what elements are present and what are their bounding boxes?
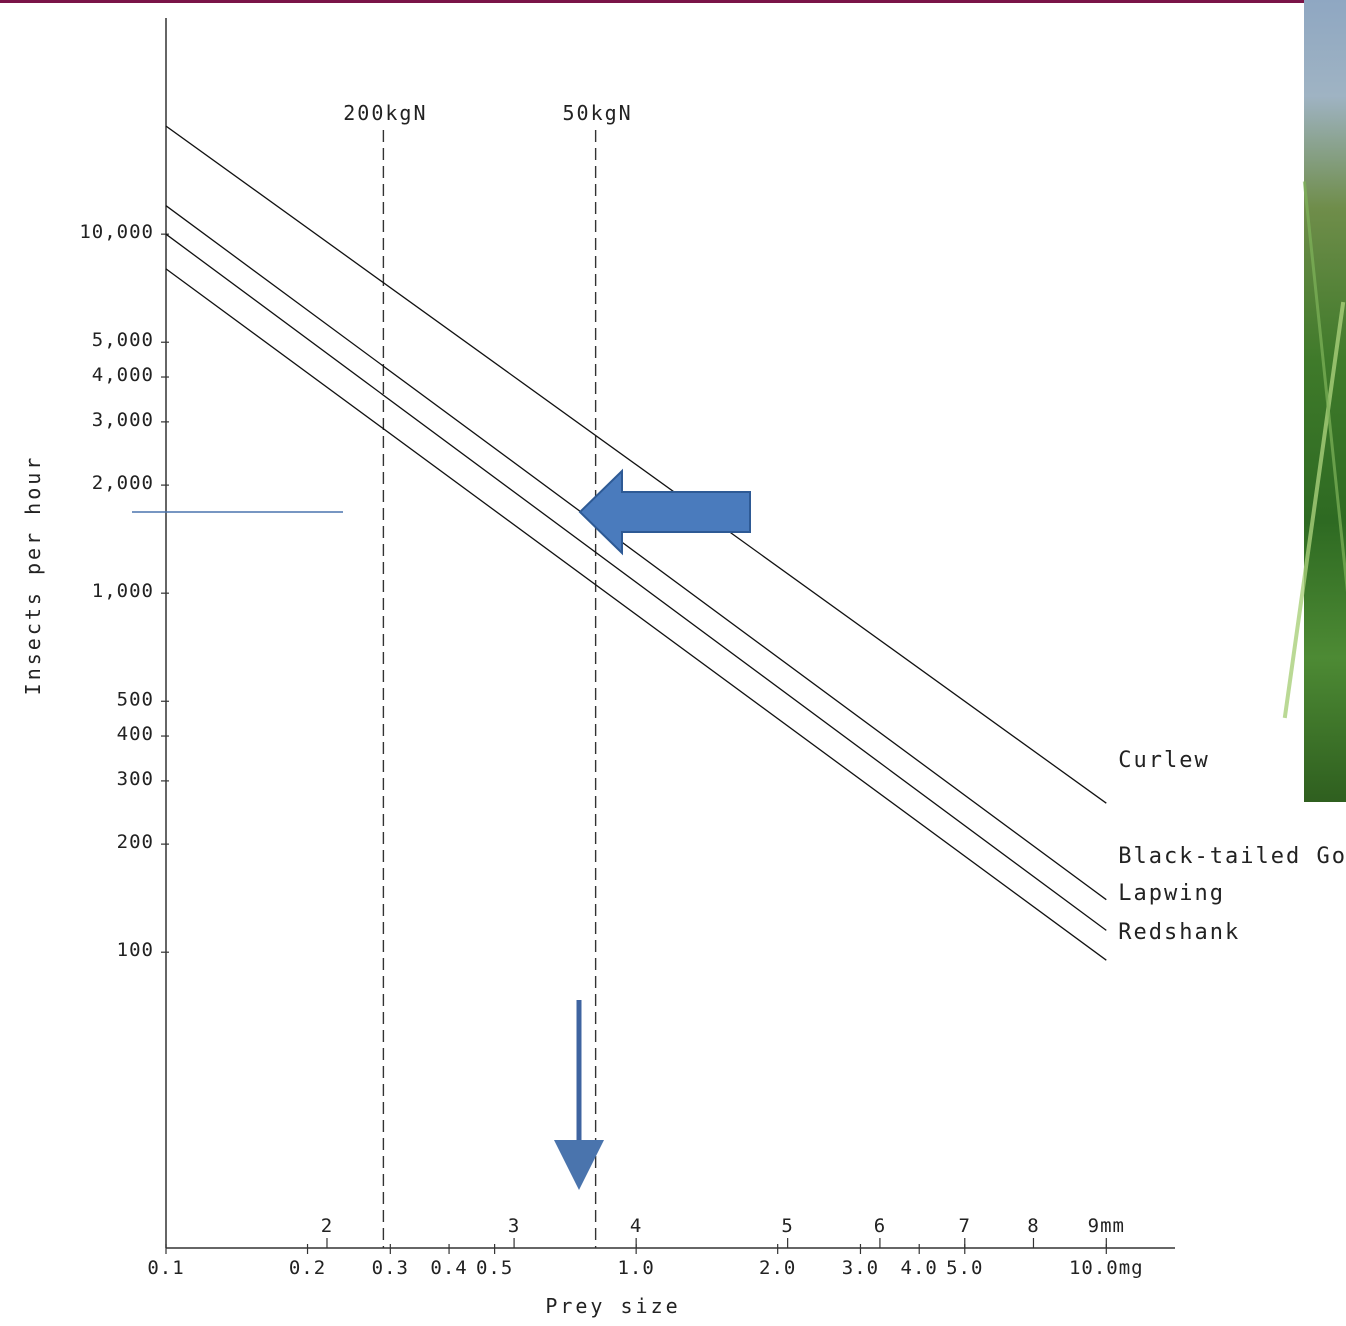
reference-line-label: 50kgN	[563, 101, 633, 125]
reference-line-label: 200kgN	[343, 101, 427, 125]
x-tick-label-mm: 5	[781, 1215, 793, 1237]
x-tick-label-mg: 0.2	[289, 1257, 326, 1279]
series-line	[165, 205, 1107, 901]
grassland-photo	[1282, 0, 1346, 802]
y-ticks: 10,000 5,000 4,000 3,000 2,000 1,000 500 400 300…	[79, 221, 169, 961]
series-line	[165, 125, 1107, 804]
x-tick-label-mm: 7	[959, 1215, 971, 1237]
y-tick-label: 10,000	[79, 221, 154, 243]
x-ticks: 0.1 0.2 0.3 0.4 0.5 1.0 2.0 3.0 4.0 5.0 10.0mg 2 3 4 5…	[147, 1215, 1144, 1279]
y-tick-label: 200	[117, 831, 154, 853]
annotation-left-arrow	[578, 468, 751, 556]
x-tick-label-mm: 8	[1027, 1215, 1039, 1237]
x-tick-label-mg: 0.3	[372, 1257, 409, 1279]
x-tick-label-mm: 9mm	[1088, 1215, 1125, 1237]
y-tick-label: 300	[117, 768, 154, 790]
y-tick-label: 4,000	[92, 364, 154, 386]
series-line	[165, 233, 1107, 931]
y-tick-label: 500	[117, 688, 154, 710]
series-label: Lapwing	[1118, 881, 1225, 906]
top-accent-bar	[0, 0, 1346, 3]
x-tick-label-mm: 4	[630, 1215, 642, 1237]
y-tick-label: 400	[117, 723, 154, 745]
x-tick-label-mg: 0.4	[430, 1257, 467, 1279]
x-axis-title: Prey size	[545, 1294, 680, 1318]
x-tick-label-mg: 3.0	[842, 1257, 879, 1279]
x-tick-label-mg: 0.1	[147, 1257, 184, 1279]
reference-lines: 200kgN 50kgN	[343, 101, 633, 1248]
axes	[165, 18, 1175, 1249]
y-tick-label: 100	[117, 939, 154, 961]
x-tick-label-mg: 1.0	[617, 1257, 654, 1279]
y-tick-label: 3,000	[92, 409, 154, 431]
x-tick-label-mg: 2.0	[759, 1257, 796, 1279]
y-tick-label: 1,000	[92, 580, 154, 602]
series-lines: Curlew Black-tailed Godwit Lapwing Redshank	[165, 125, 1346, 961]
y-tick-label: 5,000	[92, 329, 154, 351]
series-label: Curlew	[1118, 748, 1209, 773]
x-tick-label-mm: 2	[321, 1215, 333, 1237]
x-tick-label-mm: 6	[874, 1215, 886, 1237]
x-tick-label-mm: 3	[508, 1215, 520, 1237]
x-tick-label-mg: 4.0	[901, 1257, 938, 1279]
x-tick-label-mg: 5.0	[946, 1257, 983, 1279]
series-line	[165, 268, 1107, 961]
y-tick-label: 2,000	[92, 472, 154, 494]
x-tick-label-mg: 0.5	[476, 1257, 513, 1279]
series-label: Black-tailed Godwit	[1118, 844, 1346, 869]
y-axis-title: Insects per hour	[21, 455, 45, 696]
series-label: Redshank	[1118, 920, 1240, 945]
x-tick-label-mg: 10.0mg	[1069, 1257, 1144, 1279]
